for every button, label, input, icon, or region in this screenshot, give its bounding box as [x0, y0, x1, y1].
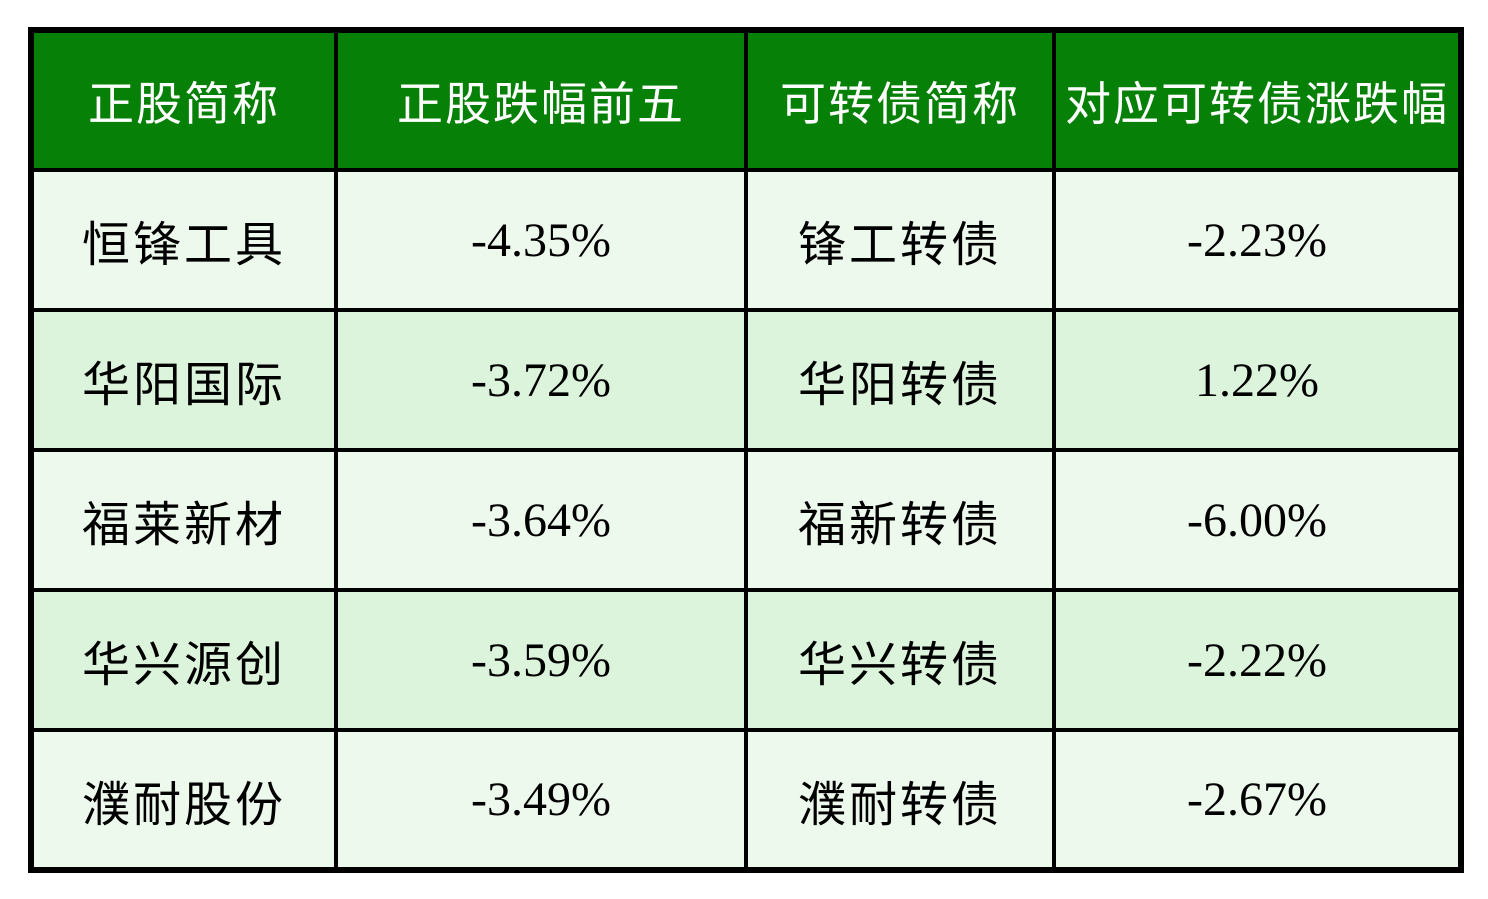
table-row: 恒锋工具 -4.35% 锋工转债 -2.23% — [29, 168, 1463, 312]
header-row: 正股简称 正股跌幅前五 可转债简称 对应可转债涨跌幅 — [29, 28, 1463, 172]
bond-change-cell: -2.67% — [1052, 728, 1463, 872]
convertible-bond-table: 正股简称 正股跌幅前五 可转债简称 对应可转债涨跌幅 恒锋工具 -4.35% 锋… — [28, 27, 1464, 873]
table-row: 濮耐股份 -3.49% 濮耐转债 -2.67% — [29, 728, 1463, 872]
stock-name-cell: 恒锋工具 — [29, 168, 338, 312]
bond-name-cell: 濮耐转债 — [744, 728, 1056, 872]
bond-name-cell: 华兴转债 — [744, 588, 1056, 732]
stock-change-cell: -3.72% — [334, 308, 748, 452]
bond-name-cell: 福新转债 — [744, 448, 1056, 592]
header-stock-decline-top5: 正股跌幅前五 — [334, 28, 748, 172]
bond-name-cell: 锋工转债 — [744, 168, 1056, 312]
table-row: 华阳国际 -3.72% 华阳转债 1.22% — [29, 308, 1463, 452]
stock-change-cell: -3.49% — [334, 728, 748, 872]
stock-name-cell: 福莱新材 — [29, 448, 338, 592]
stock-name-cell: 华兴源创 — [29, 588, 338, 732]
table-row: 福莱新材 -3.64% 福新转债 -6.00% — [29, 448, 1463, 592]
bond-change-cell: 1.22% — [1052, 308, 1463, 452]
stock-name-cell: 华阳国际 — [29, 308, 338, 452]
header-stock-name: 正股简称 — [29, 28, 338, 172]
bond-change-cell: -2.22% — [1052, 588, 1463, 732]
header-bond-name: 可转债简称 — [744, 28, 1056, 172]
stock-name-cell: 濮耐股份 — [29, 728, 338, 872]
bond-name-cell: 华阳转债 — [744, 308, 1056, 452]
bond-change-cell: -2.23% — [1052, 168, 1463, 312]
stock-change-cell: -3.59% — [334, 588, 748, 732]
stock-change-cell: -3.64% — [334, 448, 748, 592]
bond-change-cell: -6.00% — [1052, 448, 1463, 592]
stock-change-cell: -4.35% — [334, 168, 748, 312]
table-row: 华兴源创 -3.59% 华兴转债 -2.22% — [29, 588, 1463, 732]
header-bond-change: 对应可转债涨跌幅 — [1052, 28, 1463, 172]
